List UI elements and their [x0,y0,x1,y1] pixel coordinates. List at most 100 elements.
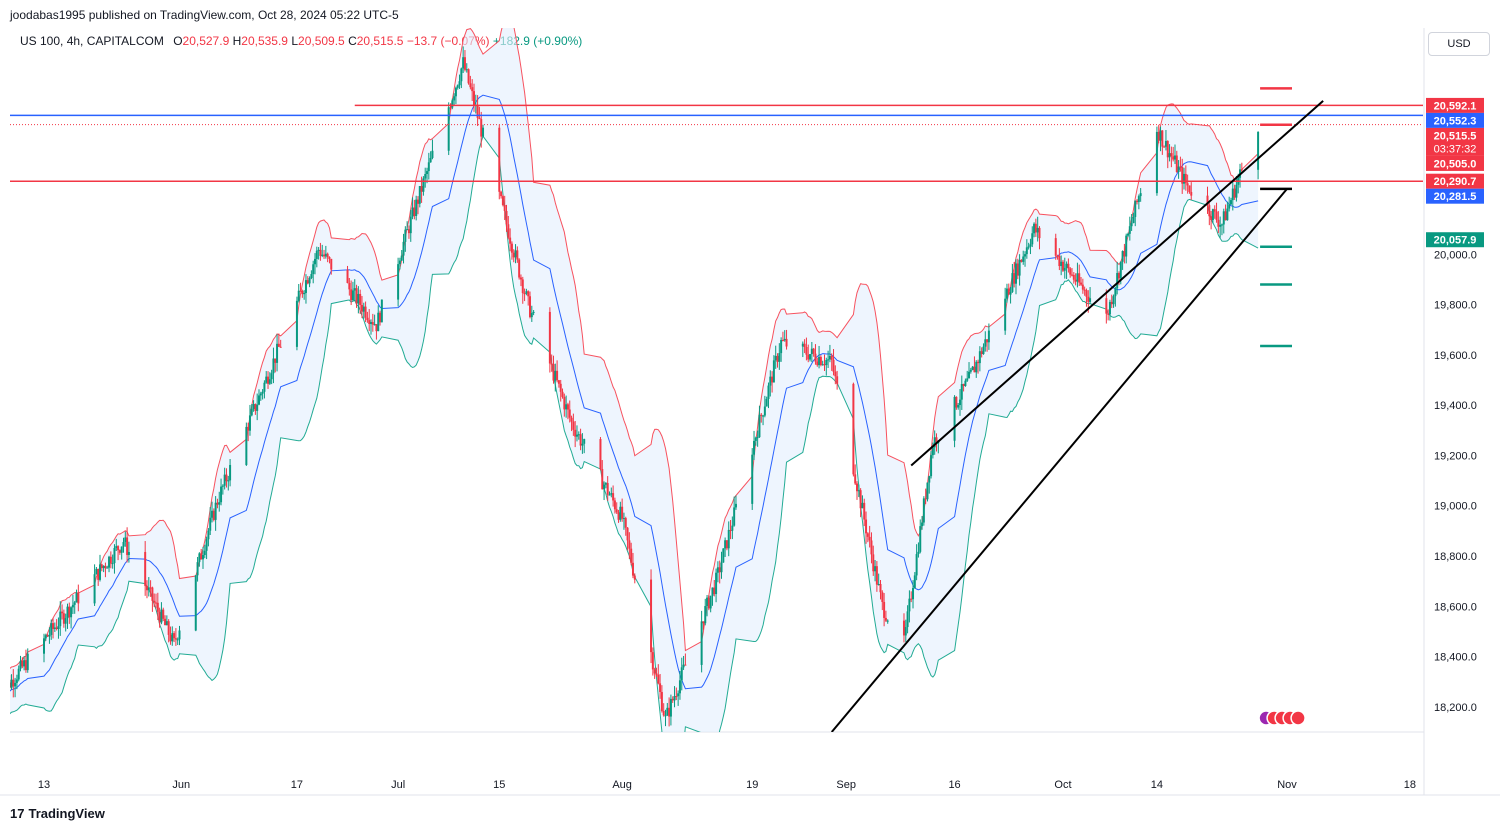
candle-body [476,104,479,118]
candle-body [509,237,512,244]
candle-body [368,320,371,324]
candle-body [1257,132,1260,170]
candle-body [209,517,212,531]
candle-body [928,476,931,483]
candle-body [725,540,728,549]
candle-body [357,293,360,304]
candle-body [554,370,557,381]
candle-body [55,627,58,630]
candle-body [1031,233,1034,245]
legend-open-label: O [173,34,183,48]
candle-body [973,366,976,373]
candle-body [407,229,410,234]
candle-body [666,707,669,716]
candle-body [75,592,78,603]
candle-body [153,600,156,603]
candle-body [10,679,13,688]
candle-body [100,564,103,569]
candle-body [975,361,978,373]
candle-body [532,311,535,314]
candle-body [1184,173,1187,184]
candle-body [1125,235,1128,257]
candle-body [552,363,555,381]
candle-body [619,506,622,520]
candle-body [518,259,521,278]
candle-body [810,348,813,355]
candle-body [1107,313,1110,315]
candle-body [814,353,817,362]
candle-body [120,546,123,553]
candle-body [1179,166,1182,168]
candle-body [420,186,423,192]
candle-body [1087,296,1090,302]
candle-body [724,540,727,549]
candle-body [1235,184,1238,198]
candle-body [469,83,472,88]
candle-body [774,355,777,361]
candle-body [1139,193,1142,197]
price-tick: 19,600.0 [1434,350,1477,362]
candle-body [902,620,905,636]
candle-body [113,547,116,564]
candle-body [265,376,268,383]
candle-body [303,292,306,295]
candle-body [254,404,257,411]
candle-body [818,356,821,366]
price-badge-3 [1426,155,1484,171]
candle-body [707,597,710,609]
candle-body [1186,183,1189,186]
candle-body [50,623,53,635]
candle-body [986,339,989,343]
candle-body [326,253,329,258]
candle-body [610,493,613,495]
candle-body [628,540,631,549]
candle-body [71,604,74,608]
candle-body [1164,140,1167,147]
candle-body [1065,263,1068,268]
price-badge-countdown: 03:37:32 [1434,143,1477,155]
candle-body [673,696,676,701]
candle-body [59,611,62,627]
legend-close: 20,515.5 [356,34,404,48]
candle-body [109,556,112,564]
candle-body [819,356,822,365]
candle-body [608,494,611,496]
candle-body [1080,282,1083,285]
candle-body [507,224,510,238]
plot-area [1,28,1423,732]
candle-body [70,607,73,618]
candle-body [26,653,29,671]
candle-body [310,274,313,278]
candle-body [77,592,80,604]
price-badge-6 [1426,232,1484,248]
candle-body [834,371,837,377]
candle-body [559,383,562,392]
candle-body [362,306,365,312]
candle-body [966,378,969,381]
candle-body [462,57,465,69]
candle-body [980,351,983,355]
candle-body [1217,219,1220,227]
candle-body [17,668,20,680]
candle-body [52,623,55,629]
candle-body [630,548,633,563]
candle-body [400,255,403,261]
candle-body [886,620,889,622]
tradingview-brand[interactable]: 17 TradingView [10,806,105,821]
candle-body [872,554,875,572]
candle-body [727,529,730,549]
candle-body [279,346,282,348]
candle-body [301,290,304,295]
candle-body [884,617,887,621]
currency-button[interactable]: USD [1428,32,1490,56]
candle-body [328,257,331,259]
candle-body [252,404,255,409]
candle-body [803,343,806,347]
candle-body [295,300,298,347]
candle-body [720,562,723,573]
candle-body [1,694,3,696]
candle-body [548,311,551,364]
candle-body [1029,244,1032,247]
candle-body [933,437,936,448]
